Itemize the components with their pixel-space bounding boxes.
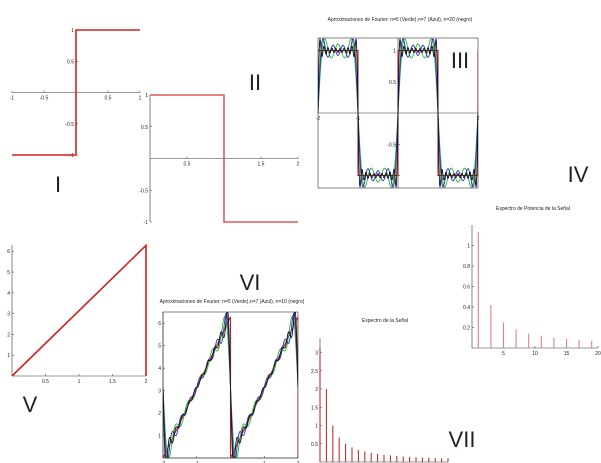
- x-tick-label: 1.5: [258, 162, 265, 168]
- x-tick-label: 1: [139, 96, 142, 102]
- x-tick-label: -2: [316, 116, 321, 122]
- y-tick-label: -1: [70, 153, 75, 159]
- y-tick-label: 5: [158, 344, 161, 350]
- y-tick-label: 2: [7, 332, 10, 338]
- x-tick-label: -1: [10, 96, 15, 102]
- y-tick-label: 0.8: [463, 264, 470, 270]
- chart-I: -1 -0.5 0.5 1 -1 -0.5 0.5 1 I: [10, 28, 142, 197]
- y-tick-label: -0.5: [65, 122, 74, 128]
- y-tick-label: 0.5: [311, 442, 318, 448]
- y-tick-label: 1: [393, 49, 396, 55]
- panel-label: IV: [568, 162, 589, 187]
- y-tick-label: 3: [7, 312, 10, 318]
- x-tick-label: 1: [263, 461, 266, 463]
- y-tick-label: 2: [315, 387, 318, 393]
- chart-title: Espectro de Potencia de la Señal: [496, 206, 570, 212]
- y-tick-label: 0.4: [463, 305, 470, 311]
- x-tick-label: 2: [477, 116, 480, 122]
- y-tick-label: -1: [144, 220, 149, 226]
- panel-label: VI: [240, 270, 261, 295]
- chart-V: 0.5 1 1.5 2 1 2 3 4 5 6 V: [7, 243, 148, 417]
- y-tick-label: 0.5: [389, 80, 396, 86]
- y-tick-label: 4: [158, 366, 161, 372]
- series-n10: [163, 312, 298, 458]
- y-tick-label: 1.5: [311, 405, 318, 411]
- plot-area: [163, 312, 298, 458]
- x-tick-label: -2: [161, 461, 166, 463]
- panel-label: I: [55, 172, 61, 197]
- y-tick-label: -0.5: [387, 142, 396, 148]
- series-line: [11, 243, 147, 377]
- y-tick-label: 0.6: [463, 285, 470, 291]
- panel-label: III: [451, 48, 469, 73]
- y-tick-label: 3: [158, 389, 161, 395]
- panel-label: V: [23, 392, 38, 417]
- x-tick-label: 5: [502, 351, 505, 357]
- x-tick-label: 2: [145, 379, 148, 385]
- x-tick-label: 10: [532, 351, 538, 357]
- panel-label: II: [249, 70, 261, 95]
- y-tick-label: 0.5: [67, 59, 74, 65]
- x-tick-label: 0.5: [42, 379, 49, 385]
- x-tick-label: 0.5: [184, 162, 191, 168]
- y-tick-label: 1: [158, 434, 161, 440]
- y-tick-label: 4: [7, 291, 10, 297]
- y-tick-label: 0.2: [463, 326, 470, 332]
- x-tick-label: 1: [78, 379, 81, 385]
- y-tick-label: -0.5: [139, 188, 148, 194]
- chart-II: 0.5 1 1.5 2 -1 -0.5 0.5 1 II: [139, 70, 299, 226]
- chart-IV: 5 10 15 20 0.2 0.4 0.6 0.8 1 Espectro de Potencia…: [463, 162, 601, 357]
- y-tick-label: 5: [7, 270, 10, 276]
- y-tick-label: 0.5: [141, 125, 148, 131]
- x-tick-label: 2: [297, 461, 300, 463]
- panel-label: VII: [449, 427, 476, 452]
- y-tick-label: 1: [7, 353, 10, 359]
- y-tick-label: 2: [158, 411, 161, 417]
- y-tick-label: 6: [158, 321, 161, 327]
- chart-VI: -2 -1 1 2 1 2 3 4 5 6 Aproximaciones de Fourier: n…: [158, 270, 304, 463]
- y-tick-label: 3: [315, 351, 318, 357]
- plot-area: [318, 38, 478, 188]
- x-tick-label: 1.5: [109, 379, 116, 385]
- y-tick-label: 1: [145, 93, 148, 99]
- x-tick-label: -0.5: [40, 96, 49, 102]
- x-tick-label: -1: [195, 461, 200, 463]
- x-tick-label: 2: [297, 162, 300, 168]
- x-tick-label: 20: [595, 351, 601, 357]
- chart-title: Espectro de la Señal: [362, 318, 408, 324]
- y-tick-label: 1: [315, 424, 318, 430]
- x-tick-label: 0.5: [105, 96, 112, 102]
- series-n20: [318, 38, 478, 188]
- x-tick-label: 15: [564, 351, 570, 357]
- series-line: [12, 29, 140, 156]
- y-tick-label: 6: [7, 249, 10, 255]
- y-tick-label: 2.5: [311, 369, 318, 375]
- chart-title: Aproximaciones de Fourier: n=5 (Verde),n…: [160, 299, 305, 305]
- chart-title: Aproximaciones de Fourier: n=5 (Verde),n…: [328, 17, 473, 23]
- y-tick-label: 1: [467, 244, 470, 250]
- y-tick-label: 1: [71, 28, 74, 34]
- series-line: [150, 94, 298, 223]
